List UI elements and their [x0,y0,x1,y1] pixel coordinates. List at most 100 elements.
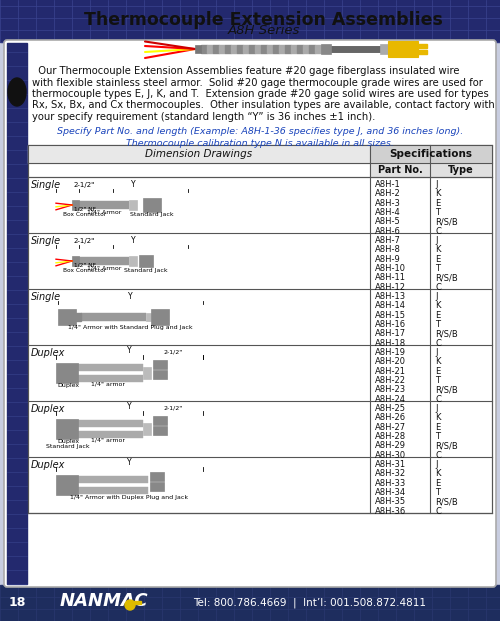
Text: Duplex: Duplex [31,404,66,414]
Text: 1/4" armor: 1/4" armor [91,437,125,442]
Bar [150,482,164,491]
Text: 1/4" Armor: 1/4" Armor [87,266,121,271]
Text: C: C [435,338,441,348]
Text: A8H-21: A8H-21 [375,366,406,376]
Text: A8H-7: A8H-7 [375,236,401,245]
Circle shape [125,600,135,610]
Bar [151,309,169,325]
Text: A8H-3: A8H-3 [375,199,401,207]
Text: 2-1/2": 2-1/2" [74,182,95,188]
Text: Thermocouple Extension Assemblies: Thermocouple Extension Assemblies [84,11,443,29]
Bar [370,145,492,163]
Text: E: E [435,423,440,432]
Bar [78,476,148,483]
Text: A8H-35: A8H-35 [375,497,406,506]
Text: C: C [435,395,441,404]
Text: A8H-29: A8H-29 [375,442,406,450]
Ellipse shape [8,78,26,106]
Bar [133,601,141,604]
FancyBboxPatch shape [4,40,496,587]
Bar [143,367,151,379]
Bar [79,257,129,265]
Text: Standard Jack: Standard Jack [46,444,90,449]
Bar [129,200,137,210]
Bar [78,420,143,427]
Bar [153,426,167,435]
Text: 18: 18 [8,597,25,609]
Text: A8H-4: A8H-4 [375,208,401,217]
Text: A8H-14: A8H-14 [375,301,406,310]
Text: A8H-28: A8H-28 [375,432,406,441]
Text: A8H-11: A8H-11 [375,273,406,283]
Bar [0,0,500,42]
Text: A8H-22: A8H-22 [375,376,406,385]
Bar [143,198,161,212]
Text: T: T [435,208,440,217]
Bar [285,45,291,53]
Text: Specifications: Specifications [390,149,472,159]
Bar [237,45,243,53]
Text: 1/2" NF
Box Connector: 1/2" NF Box Connector [64,262,106,273]
Bar [315,45,321,53]
Text: A8H-20: A8H-20 [375,357,406,366]
Bar [201,45,207,53]
Bar [56,419,78,439]
Bar [370,163,492,177]
Bar [58,309,76,325]
Bar [153,416,167,425]
Bar [321,44,331,54]
Text: thermocouple types E, J, K, and T.  Extension grade #20 gage solid wires are use: thermocouple types E, J, K, and T. Exten… [32,89,489,99]
Text: 1/2" NF
Box Connector: 1/2" NF Box Connector [64,206,106,217]
Text: R/S/B: R/S/B [435,217,458,226]
Text: K: K [435,301,440,310]
Text: Duplex: Duplex [57,439,79,444]
Text: Y: Y [127,346,132,355]
Text: R/S/B: R/S/B [435,329,458,338]
Text: with flexible stainless steel armor.  Solid #20 gage thermocouple grade wires ar: with flexible stainless steel armor. Sol… [32,78,483,88]
Bar [78,364,143,371]
Text: J: J [435,348,438,357]
Bar [78,431,143,438]
Text: A8H-19: A8H-19 [375,348,406,357]
Bar [129,256,137,266]
Bar [153,370,167,379]
Text: Standard Jack: Standard Jack [130,212,174,217]
Bar [279,45,285,53]
Bar [207,45,213,53]
Text: K: K [435,469,440,478]
Text: NANMAC: NANMAC [60,592,148,610]
Text: A8H-30: A8H-30 [375,451,406,460]
Text: E: E [435,199,440,207]
Text: A8H-9: A8H-9 [375,255,401,264]
Text: A8H-5: A8H-5 [375,217,401,226]
Bar [153,360,167,369]
Text: K: K [435,414,440,422]
Text: E: E [435,366,440,376]
Text: Dimension Drawings: Dimension Drawings [146,149,252,159]
Bar [273,45,279,53]
Text: E: E [435,479,440,487]
Bar [79,201,129,209]
Text: A8H-10: A8H-10 [375,264,406,273]
Text: 2-1/2": 2-1/2" [164,405,182,410]
Text: Rx, Sx, Bx, and Cx thermocouples.  Other insulation types are available, contact: Rx, Sx, Bx, and Cx thermocouples. Other … [32,101,495,111]
Text: A8H-15: A8H-15 [375,310,406,320]
Bar [249,45,255,53]
Text: A8H-34: A8H-34 [375,488,406,497]
Bar [72,200,79,210]
Bar [56,475,78,495]
Bar [380,44,388,54]
Text: T: T [435,264,440,273]
Bar [143,423,151,435]
Text: Single: Single [31,180,61,190]
Text: 2-1/2": 2-1/2" [164,349,182,354]
Text: A8H-2: A8H-2 [375,189,401,198]
Text: T: T [435,320,440,329]
Text: Part No.: Part No. [378,165,422,175]
Text: Thermocouple calibration type N is available in all sizes.: Thermocouple calibration type N is avail… [126,139,394,148]
Text: A8H-18: A8H-18 [375,338,406,348]
Bar [219,45,225,53]
Bar [267,45,273,53]
Text: A8H-13: A8H-13 [375,292,406,301]
Text: A8H-27: A8H-27 [375,423,406,432]
